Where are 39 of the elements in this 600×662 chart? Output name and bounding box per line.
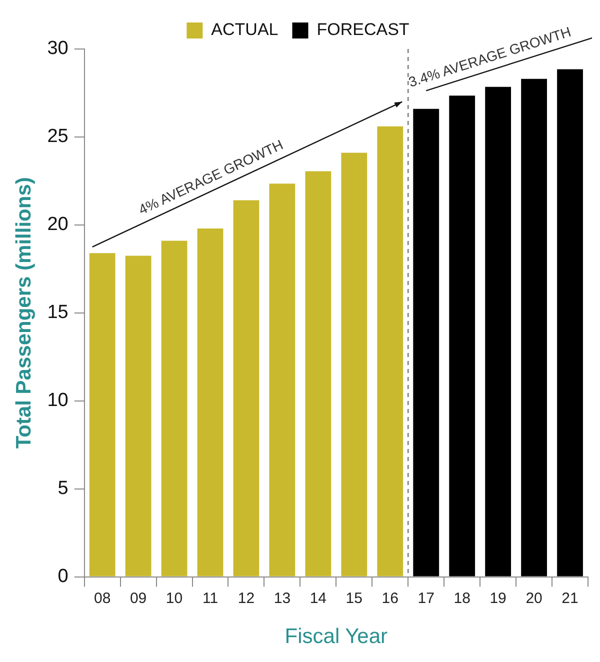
bar: [125, 256, 152, 576]
bar: [341, 152, 368, 576]
x-tick-label: 20: [526, 590, 542, 607]
x-tick-label: 11: [202, 590, 218, 607]
bar: [305, 171, 332, 576]
x-tick-label: 16: [382, 590, 398, 607]
y-tick-label: 25: [47, 126, 68, 148]
y-tick-label: 30: [47, 38, 68, 60]
y-tick-label: 20: [47, 214, 68, 236]
bar: [413, 108, 440, 576]
x-tick-label: 21: [562, 590, 578, 607]
bar: [89, 253, 116, 576]
x-tick-label: 19: [490, 590, 506, 607]
y-tick-label: 0: [58, 566, 68, 588]
y-tick-label: 15: [47, 302, 68, 324]
x-tick-label: 10: [166, 590, 183, 607]
y-tick-label: 10: [47, 390, 68, 412]
bar: [485, 86, 512, 576]
y-tick-label: 5: [58, 478, 68, 500]
x-tick-label: 17: [418, 590, 434, 607]
bar: [269, 184, 296, 576]
bar: [197, 228, 224, 576]
bar: [161, 240, 188, 576]
y-axis-title: Total Passengers (millions): [12, 177, 36, 449]
x-tick-label: 09: [130, 590, 147, 607]
x-axis-title: Fiscal Year: [284, 625, 388, 648]
x-tick-label: 15: [346, 590, 362, 607]
x-tick-label: 18: [454, 590, 470, 607]
bar: [233, 200, 260, 576]
legend-label: ACTUAL: [211, 20, 278, 40]
x-tick-label: 08: [94, 590, 111, 607]
legend-label: FORECAST: [316, 20, 410, 40]
x-tick-label: 12: [238, 590, 255, 607]
bar: [377, 126, 404, 576]
bar: [557, 69, 583, 576]
bar: [521, 78, 547, 576]
x-tick-label: 14: [310, 590, 327, 607]
bar: [449, 96, 476, 576]
x-tick-label: 13: [274, 590, 291, 607]
